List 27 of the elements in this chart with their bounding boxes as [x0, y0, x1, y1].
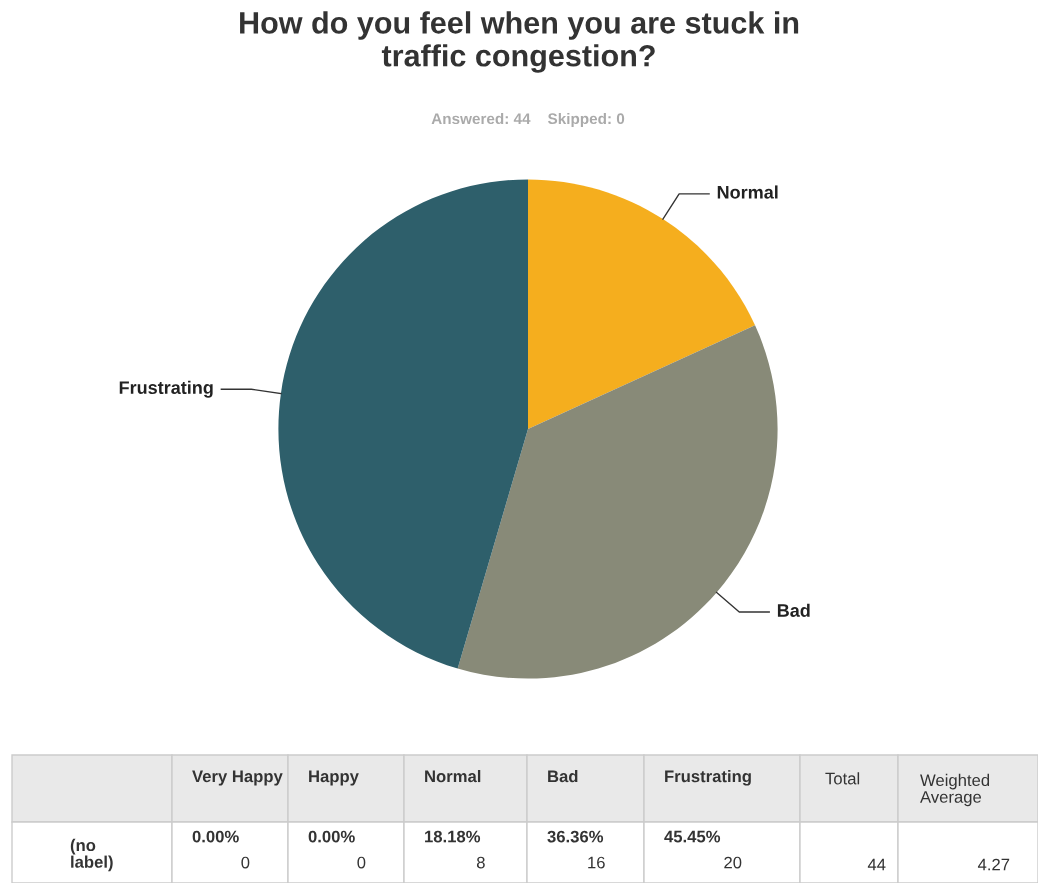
pie-slice: [278, 179, 528, 669]
slice-label: Bad: [777, 603, 810, 617]
text: 8: [476, 856, 485, 869]
chart-subtitle: Answered: 44 Skipped: 0: [431, 112, 625, 128]
text: Weighted Average: [920, 773, 990, 807]
text: 0.00%: [192, 830, 239, 843]
text: 44: [867, 858, 886, 871]
text: 0.00%: [308, 830, 355, 843]
category-label: Very Happy: [192, 770, 283, 786]
text: 16: [588, 856, 605, 869]
text: 20: [724, 856, 742, 869]
text: 4.27: [977, 858, 1010, 871]
slice-label: Normal: [717, 185, 778, 199]
text: 45.45%: [664, 830, 721, 843]
category-label: Normal: [425, 770, 481, 783]
text: (no label): [70, 838, 113, 872]
pie-slice: [457, 325, 778, 679]
slice-label: Frustrating: [119, 380, 213, 398]
text: 0: [357, 856, 366, 869]
category-label: Frustrating: [665, 770, 751, 786]
text: 0: [241, 856, 250, 869]
category-label: Happy: [309, 770, 359, 786]
chart-title: How do you feel when you are stuck in traffic congestion?: [240, 11, 799, 73]
text: 36.36%: [547, 830, 604, 843]
slice-label: Bad: [548, 770, 578, 783]
text: 18.18%: [425, 830, 481, 843]
text: Total: [825, 772, 860, 785]
